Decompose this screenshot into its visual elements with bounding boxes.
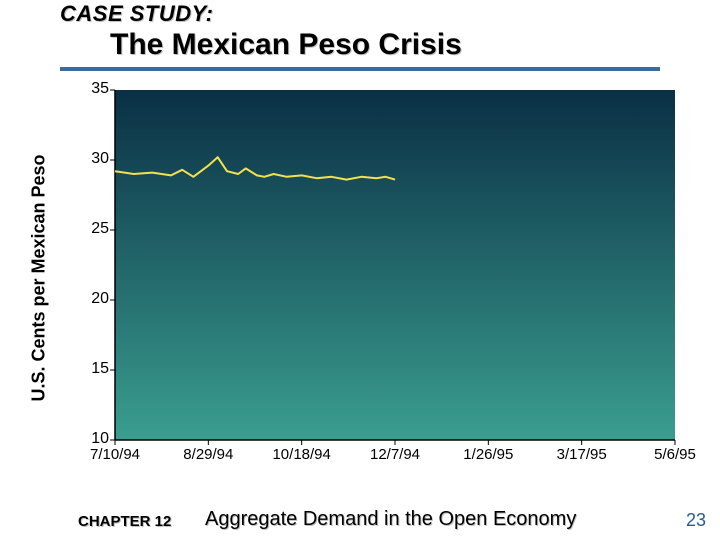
x-tick-label: 5/6/95 [654, 446, 696, 463]
y-axis-label: U.S. Cents per Mexican Peso [29, 154, 50, 401]
x-tick-label: 1/26/95 [463, 446, 513, 463]
x-tick-label: 8/29/94 [183, 446, 233, 463]
y-tick-label: 25 [79, 220, 109, 238]
y-tick-label: 35 [79, 80, 109, 98]
chapter-subtitle: Aggregate Demand in the Open Economy [205, 508, 576, 531]
y-tick-label: 20 [79, 290, 109, 308]
x-tick-label: 12/7/94 [370, 446, 420, 463]
slide: CASE STUDY: The Mexican Peso Crisis U.S.… [0, 0, 720, 540]
slide-title: The Mexican Peso Crisis [110, 28, 462, 62]
page-number: 23 [686, 510, 706, 531]
chapter-label: CHAPTER 12 [78, 513, 171, 530]
chart-plot-svg [115, 90, 677, 442]
title-underline [60, 67, 660, 71]
y-tick-label: 30 [79, 150, 109, 168]
chart: U.S. Cents per Mexican Peso 101520253035… [45, 78, 685, 478]
case-study-label: CASE STUDY: [60, 1, 213, 27]
footer: CHAPTER 12 Aggregate Demand in the Open … [0, 504, 720, 534]
x-tick-label: 3/17/95 [557, 446, 607, 463]
x-tick-label: 7/10/94 [90, 446, 140, 463]
x-tick-label: 10/18/94 [272, 446, 330, 463]
y-tick-label: 15 [79, 360, 109, 378]
